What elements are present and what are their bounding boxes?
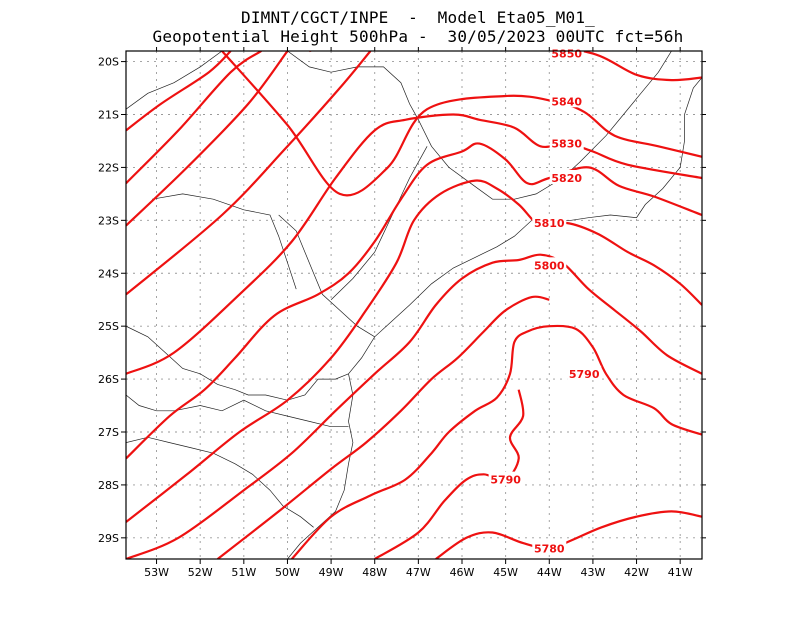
contour-line-5780 [435, 510, 702, 559]
coastline-segment [287, 51, 672, 200]
contour-label: 5810 [534, 217, 565, 230]
lon-tick-label: 52W [188, 566, 213, 579]
lat-tick-label: 20S [98, 56, 119, 69]
contour-line-5830 [126, 51, 289, 227]
coastline-segment [126, 325, 349, 401]
contour-label-bg [532, 214, 567, 229]
contour-label-bg [567, 365, 602, 380]
coastline-segment [330, 146, 428, 300]
lat-tick-label: 25S [98, 320, 119, 333]
lat-tick-label: 29S [98, 532, 119, 545]
coastline-segment [287, 373, 354, 559]
lat-tick-label: 23S [98, 214, 119, 227]
contour-line-5830 [126, 51, 232, 132]
contour-line-5850 [309, 51, 702, 82]
contour-line-5830 [126, 51, 262, 185]
contour-line-5800 [126, 253, 702, 559]
contour-line-5790 [290, 324, 702, 559]
lon-tick-label: 50W [275, 566, 300, 579]
contour-label-bg [549, 45, 584, 60]
lon-tick-label: 46W [450, 566, 475, 579]
contour-line-5790 [216, 295, 550, 559]
contour-label-bg [532, 540, 567, 555]
coastline-segment [126, 394, 349, 428]
contour-label: 5850 [551, 48, 582, 61]
contour-line-5830 [126, 51, 372, 296]
map-frame [125, 50, 703, 560]
lon-tick-label: 47W [406, 566, 431, 579]
lon-tick-label: 45W [493, 566, 518, 579]
lat-tick-label: 27S [98, 426, 119, 439]
lon-tick-label: 48W [362, 566, 387, 579]
lon-tick-label: 42W [624, 566, 649, 579]
lon-tick-label: 41W [668, 566, 693, 579]
contour-label-bg [488, 471, 523, 486]
contour-label: 5840 [551, 95, 582, 108]
lon-tick-label: 49W [319, 566, 344, 579]
graticule-grid [126, 51, 702, 559]
contour-line-5830 [126, 113, 702, 375]
contour-label-bg [549, 93, 584, 108]
contour-label-bg [549, 170, 584, 184]
map-title-line-1: DIMNT/CGCT/INPE - Model Eta05_M01_ [241, 8, 595, 27]
lon-tick-label: 44W [537, 566, 562, 579]
lon-tick-label: 51W [231, 566, 256, 579]
axis-layer: 53W 52W 51W 50W 49W 48W 47W 46W 45W 44W 43W 42W 41W 2… [98, 47, 706, 579]
contour-label: 5800 [534, 259, 565, 272]
lat-tick-label: 24S [98, 267, 119, 280]
contour-layer [126, 51, 702, 559]
contour-label: 5820 [551, 172, 582, 185]
contour-label: 5790 [569, 368, 600, 381]
lat-tick-label: 21S [98, 109, 119, 122]
contour-label: 5830 [551, 138, 582, 151]
contour-label-bg [532, 257, 567, 272]
coastline-layer [126, 51, 702, 559]
contour-line-5840 [221, 51, 702, 197]
contour-label-bg [549, 135, 584, 150]
coastline-segment [152, 193, 297, 290]
contour-label-layer: 5850 5840 5830 5820 5810 5800 5790 5790 5780 [488, 45, 602, 555]
lat-tick-label: 28S [98, 479, 119, 492]
contour-label: 5790 [490, 474, 521, 487]
coastline-segment [348, 77, 702, 375]
coastline-segment [126, 436, 314, 528]
lon-tick-label: 53W [144, 566, 169, 579]
contour-label: 5780 [534, 542, 565, 555]
lat-tick-label: 22S [98, 161, 119, 174]
contour-line-5810 [126, 179, 702, 523]
contour-line-5820 [126, 142, 702, 460]
lon-tick-label: 43W [580, 566, 605, 579]
lat-tick-label: 26S [98, 373, 119, 386]
coastline-segment [126, 51, 223, 110]
map-title-line-2: Geopotential Height 500hPa - 30/05/2023 … [152, 27, 684, 46]
